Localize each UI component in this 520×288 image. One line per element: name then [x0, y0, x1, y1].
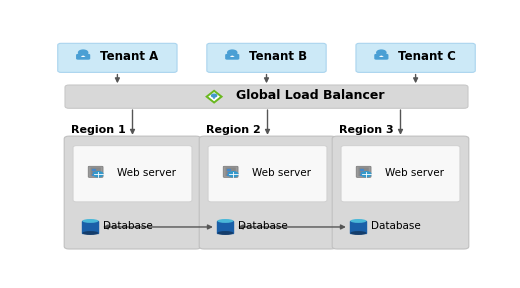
Text: Region 2: Region 2 [206, 125, 261, 135]
FancyBboxPatch shape [199, 136, 336, 249]
Text: Global Load Balancer: Global Load Balancer [236, 90, 385, 103]
Wedge shape [230, 56, 235, 57]
Ellipse shape [350, 231, 367, 235]
Ellipse shape [217, 219, 233, 223]
Polygon shape [205, 90, 223, 104]
FancyBboxPatch shape [88, 166, 103, 177]
Polygon shape [209, 92, 220, 101]
FancyBboxPatch shape [207, 43, 326, 72]
FancyBboxPatch shape [341, 146, 460, 202]
Ellipse shape [82, 231, 98, 235]
FancyBboxPatch shape [332, 136, 469, 249]
FancyBboxPatch shape [65, 85, 468, 108]
Ellipse shape [78, 55, 88, 57]
Text: Database: Database [238, 221, 288, 231]
FancyBboxPatch shape [208, 146, 327, 202]
Circle shape [229, 172, 238, 177]
Bar [350, 221, 367, 233]
Wedge shape [81, 56, 85, 57]
FancyBboxPatch shape [73, 146, 192, 202]
Text: Tenant B: Tenant B [249, 50, 307, 62]
FancyBboxPatch shape [76, 54, 90, 60]
Text: Tenant A: Tenant A [100, 50, 158, 62]
Circle shape [377, 50, 386, 55]
Circle shape [362, 172, 371, 177]
FancyBboxPatch shape [358, 167, 369, 176]
FancyBboxPatch shape [226, 167, 236, 176]
FancyBboxPatch shape [356, 166, 371, 177]
FancyBboxPatch shape [58, 43, 177, 72]
FancyBboxPatch shape [223, 166, 238, 177]
Text: Region 1: Region 1 [71, 125, 126, 135]
FancyBboxPatch shape [225, 54, 239, 60]
Circle shape [94, 172, 103, 177]
Wedge shape [379, 56, 384, 57]
Text: Tenant C: Tenant C [398, 50, 456, 62]
Bar [217, 221, 233, 233]
Bar [227, 174, 230, 175]
Bar [360, 169, 363, 170]
FancyBboxPatch shape [356, 43, 475, 72]
Text: Web server: Web server [252, 168, 310, 178]
Bar [227, 169, 230, 170]
Ellipse shape [227, 55, 238, 57]
Circle shape [212, 94, 217, 97]
Ellipse shape [376, 55, 387, 57]
FancyBboxPatch shape [90, 167, 101, 176]
Circle shape [79, 50, 88, 55]
Text: Database: Database [103, 221, 153, 231]
Bar [92, 174, 95, 175]
Ellipse shape [217, 231, 233, 235]
Text: Web server: Web server [116, 168, 176, 178]
Ellipse shape [82, 219, 98, 223]
Circle shape [228, 50, 237, 55]
Bar [92, 169, 95, 170]
FancyBboxPatch shape [374, 54, 388, 60]
Bar [360, 174, 363, 175]
Text: Region 3: Region 3 [339, 125, 394, 135]
Text: Database: Database [371, 221, 421, 231]
Bar [82, 221, 98, 233]
FancyBboxPatch shape [64, 136, 201, 249]
Ellipse shape [350, 219, 367, 223]
Text: Web server: Web server [385, 168, 444, 178]
